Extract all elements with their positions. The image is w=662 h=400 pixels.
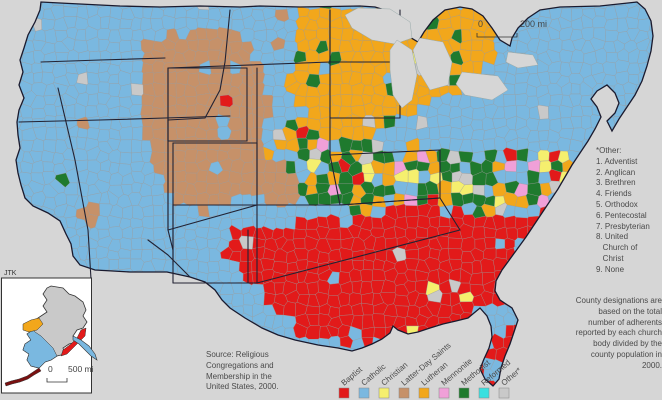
- svg-text:0: 0: [48, 364, 53, 374]
- svg-text:0: 0: [478, 19, 483, 29]
- svg-text:500 mi: 500 mi: [68, 364, 94, 374]
- svg-text:200 mi: 200 mi: [520, 19, 547, 29]
- svg-text:JTK: JTK: [4, 270, 17, 277]
